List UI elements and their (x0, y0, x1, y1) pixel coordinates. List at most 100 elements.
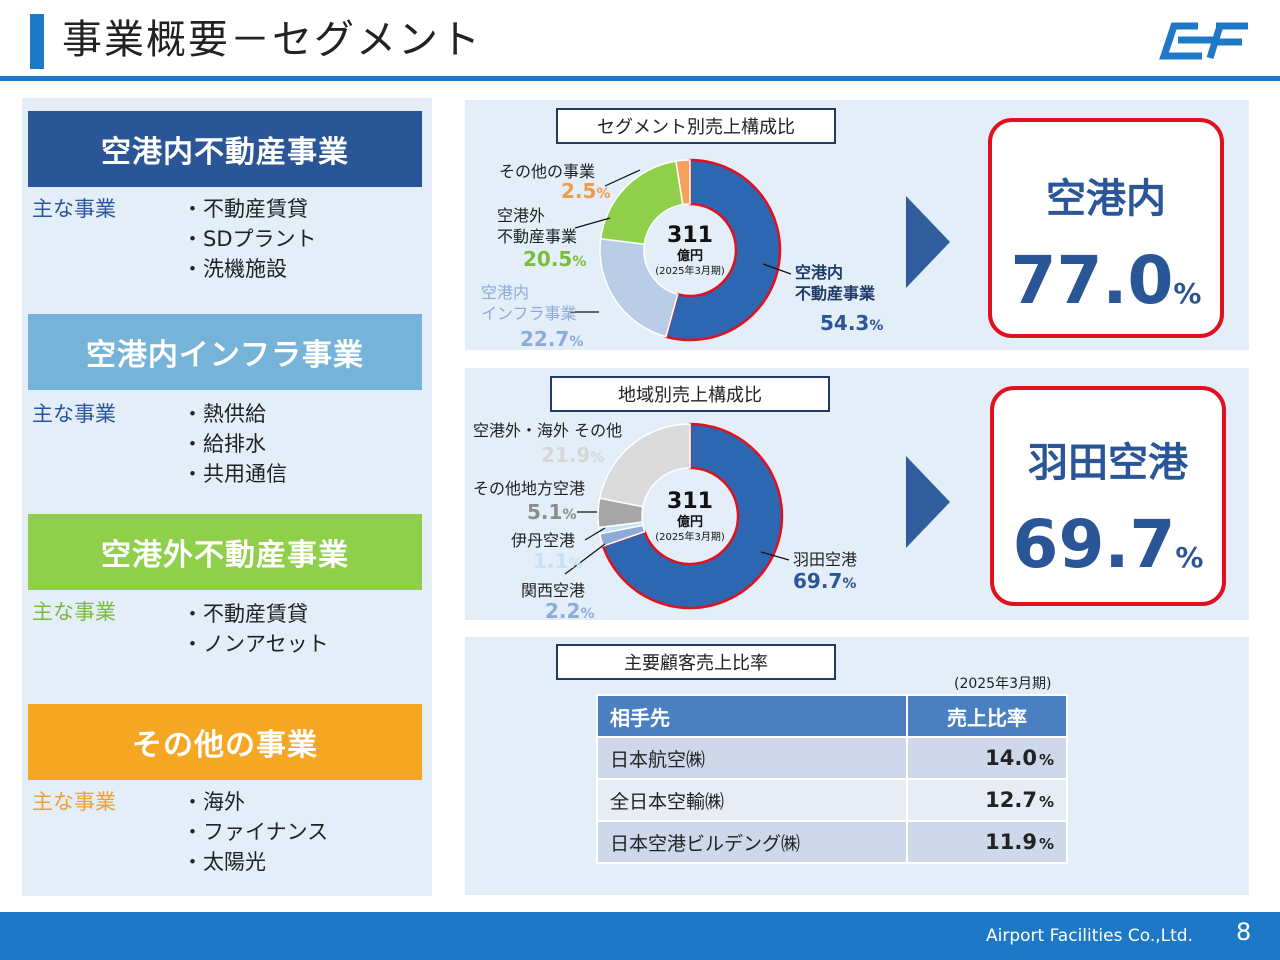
segment-main-business-label: 主な事業 (32, 600, 116, 624)
slice-label: その他の事業 (499, 162, 595, 181)
slice-label: 羽田空港 (793, 550, 857, 569)
slice-label: 空港外・海外 その他 (473, 421, 622, 440)
region-chart-title: 地域別売上構成比 (550, 376, 830, 412)
callout-value: 77.0 (1010, 242, 1174, 319)
page-title: 事業概要－セグメント (62, 17, 482, 63)
title-accent-bar (30, 14, 44, 69)
page-number: 8 (1236, 918, 1252, 946)
donut-slice (601, 422, 784, 610)
table-cell-customer: 日本航空㈱ (596, 736, 908, 780)
slice-label: その他地方空港 (473, 479, 585, 498)
slice-label: 不動産事業 (497, 227, 577, 246)
segment-header-airport-realestate: 空港内不動産事業 (28, 111, 422, 187)
slice-label: 空港内 (481, 283, 529, 302)
segment-chart-title: セグメント別売上構成比 (556, 108, 836, 144)
leader-line (584, 527, 606, 541)
callout-value: 69.7 (1012, 506, 1176, 583)
callout-label: 羽田空港 (1028, 440, 1188, 486)
table-header-row: 相手先 売上比率 (596, 694, 1068, 738)
donut-slice (599, 237, 679, 338)
donut-center-period: (2025年3月期) (655, 530, 725, 543)
slice-value: 5.1% (527, 500, 576, 524)
percent-sign: % (1038, 751, 1054, 769)
footer-company: Airport Facilities Co.,Ltd. (986, 926, 1193, 946)
callout-unit: % (1175, 541, 1204, 574)
ratio-value: 12.7 (985, 788, 1037, 812)
segment-business-list: ・不動産賃貸 ・ノンアセット (182, 599, 329, 659)
slice-label: 伊丹空港 (511, 531, 575, 550)
donut-slice (664, 158, 782, 342)
donut-slice (598, 423, 691, 508)
donut-slice (675, 159, 691, 206)
customer-table: 相手先 売上比率 日本航空㈱ 14.0% 全日本空輸㈱ 12.7% 日本空港ビル… (596, 694, 1068, 864)
donut-center-unit: 億円 (677, 514, 703, 530)
leader-line (604, 169, 641, 187)
slice-value: 54.3% (820, 311, 883, 335)
slice-label: 空港外 (497, 206, 545, 225)
airport-share-callout: 空港内 77.0% (988, 118, 1224, 338)
slice-label: 関西空港 (521, 581, 585, 600)
slice-value: 21.9% (541, 443, 604, 467)
donut-center-value: 311 (667, 223, 713, 248)
list-item: ・ノンアセット (182, 632, 329, 656)
slice-value: 20.5% (523, 247, 586, 271)
table-cell-customer: 日本空港ビルデング㈱ (596, 820, 908, 864)
list-item: ・海外 (182, 790, 245, 814)
table-cell-ratio: 12.7% (906, 778, 1068, 822)
slice-value: 22.7% (520, 327, 583, 350)
segment-business-list: ・海外 ・ファイナンス ・太陽光 (182, 787, 328, 877)
donut-center-unit: 億円 (677, 248, 703, 264)
list-item: ・不動産賃貸 (182, 197, 308, 221)
segment-header-airport-infra: 空港内インフラ事業 (28, 314, 422, 390)
arrow-right-icon (906, 196, 950, 288)
haneda-share-callout: 羽田空港 69.7% (990, 386, 1226, 606)
percent-sign: % (1038, 835, 1054, 853)
segment-header-other: その他の事業 (28, 704, 422, 780)
percent-sign: % (1038, 793, 1054, 811)
slice-value: 69.7% (793, 569, 856, 593)
ratio-value: 11.9 (985, 830, 1037, 854)
table-cell-ratio: 14.0% (906, 736, 1068, 780)
list-item: ・洗機施設 (182, 257, 287, 281)
list-item: ・不動産賃貸 (182, 602, 308, 626)
leader-line (574, 217, 611, 229)
leader-line (760, 551, 790, 561)
footer-bar (0, 912, 1280, 960)
list-item: ・ファイナンス (182, 820, 329, 844)
slice-label: 不動産事業 (795, 284, 876, 303)
list-item: ・太陽光 (182, 850, 266, 874)
customer-table-period: (2025年3月期) (954, 676, 1052, 692)
list-item: ・共用通信 (182, 462, 287, 486)
callout-label: 空港内 (1046, 176, 1166, 222)
segment-main-business-label: 主な事業 (32, 402, 116, 426)
arrow-right-icon (906, 456, 950, 548)
slice-value: 1.1% (533, 549, 582, 573)
callout-unit: % (1173, 277, 1202, 310)
list-item: ・給排水 (182, 432, 266, 456)
slice-value: 2.5% (561, 179, 610, 203)
table-row: 日本航空㈱ 14.0% (596, 736, 1068, 780)
afc-logo-icon (1159, 22, 1248, 60)
list-item: ・SDプラント (182, 227, 317, 251)
segment-header-offairport-realestate: 空港外不動産事業 (28, 514, 422, 590)
segment-business-list: ・熱供給 ・給排水 ・共用通信 (182, 399, 287, 489)
table-cell-ratio: 11.9% (906, 820, 1068, 864)
column-header: 売上比率 (906, 694, 1068, 738)
ratio-value: 14.0 (985, 746, 1037, 770)
column-header: 相手先 (596, 694, 908, 738)
table-row: 全日本空輸㈱ 12.7% (596, 778, 1068, 822)
slice-label: 空港内 (795, 263, 843, 282)
table-row: 日本空港ビルデング㈱ 11.9% (596, 820, 1068, 864)
list-item: ・熱供給 (182, 402, 266, 426)
customer-table-title: 主要顧客売上比率 (556, 644, 836, 680)
donut-center-period: (2025年3月期) (655, 264, 725, 277)
slice-label: インフラ事業 (481, 304, 577, 323)
donut-center-value: 311 (667, 489, 713, 514)
segment-main-business-label: 主な事業 (32, 197, 116, 221)
leader-line (564, 543, 606, 575)
segment-main-business-label: 主な事業 (32, 790, 116, 814)
slice-value: 2.2% (545, 599, 594, 620)
table-cell-customer: 全日本空輸㈱ (596, 778, 908, 822)
